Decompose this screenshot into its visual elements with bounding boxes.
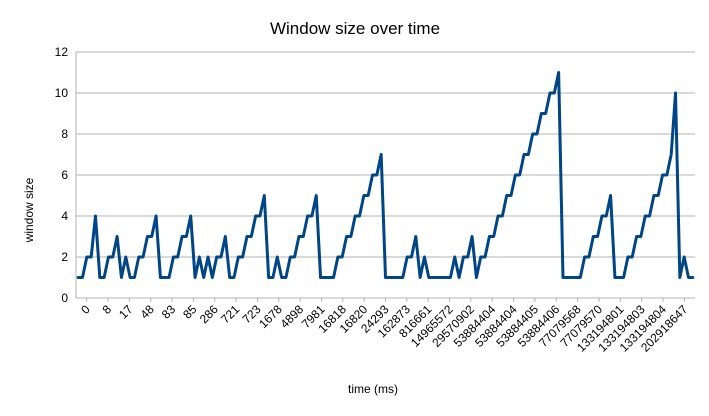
- y-axis-label: window size: [22, 177, 36, 243]
- y-tick-label: 12: [55, 45, 69, 59]
- x-tick-label: 17: [116, 302, 136, 322]
- y-tick-label: 4: [61, 209, 68, 223]
- x-tick-label: 0: [78, 302, 93, 317]
- y-tick-label: 0: [61, 291, 68, 305]
- x-tick-label: 48: [137, 302, 157, 322]
- x-tick-label: 85: [180, 302, 200, 322]
- y-tick-labels: 0 2 4 6 8 10 12: [55, 45, 69, 305]
- y-tick-label: 10: [55, 86, 69, 100]
- x-tick-label: 721: [218, 302, 242, 326]
- x-tick-label: 8: [100, 302, 115, 317]
- y-tick-label: 2: [61, 250, 68, 264]
- x-tick-label: 286: [197, 302, 221, 326]
- x-tick-label: 83: [159, 302, 179, 322]
- y-tick-label: 6: [61, 168, 68, 182]
- chart-title: Window size over time: [270, 19, 440, 38]
- series-layer: [76, 71, 695, 279]
- y-tick-label: 8: [61, 127, 68, 141]
- x-axis-label: time (ms): [348, 382, 398, 396]
- x-tick-labels: 0 8 17 48 83 85286721723167848987981168181682…: [78, 298, 691, 355]
